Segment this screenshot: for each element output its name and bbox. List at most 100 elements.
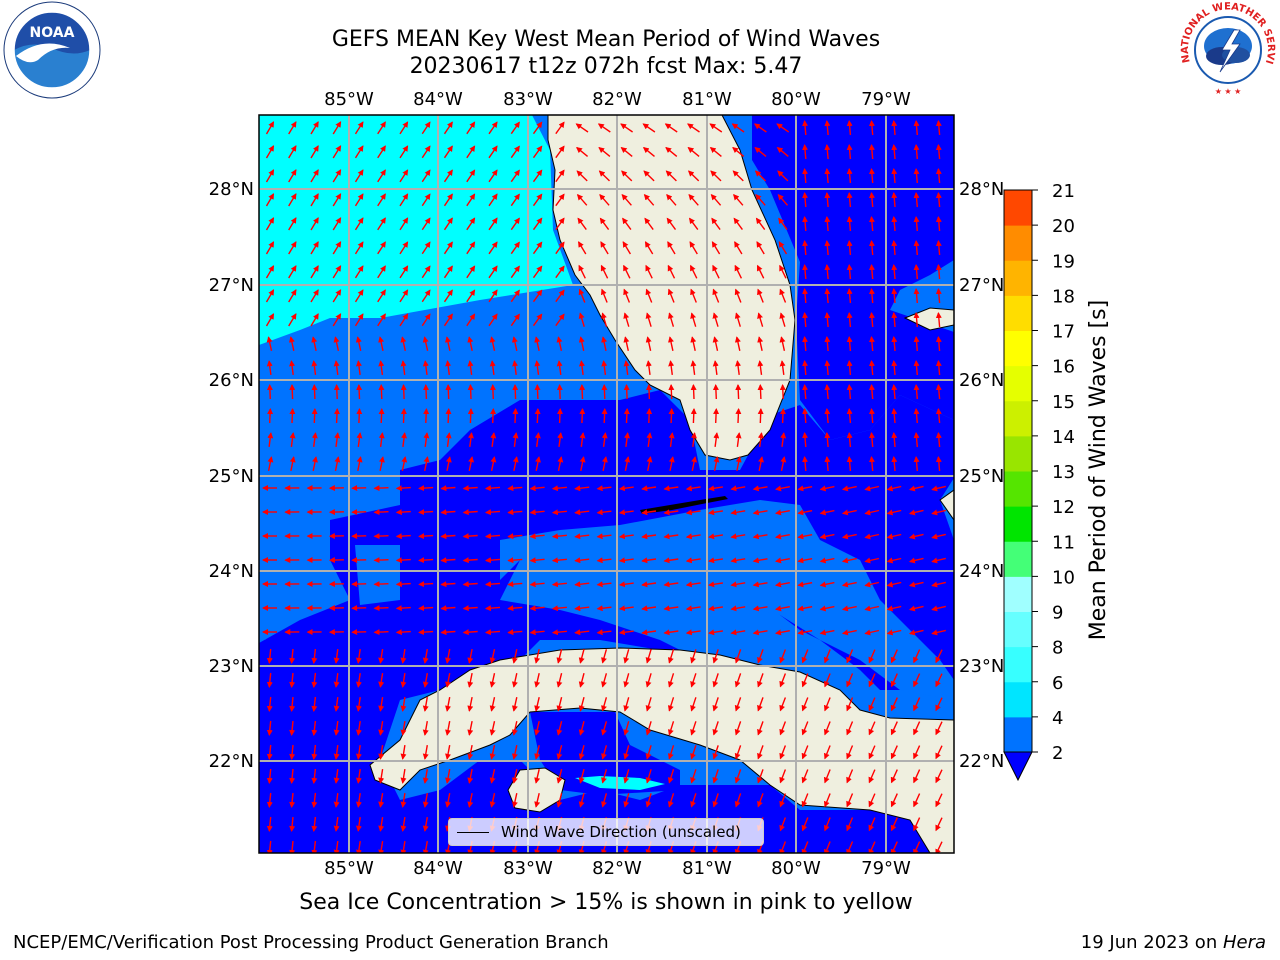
wind-wave-arrow bbox=[935, 841, 943, 853]
graticule bbox=[259, 115, 954, 853]
wind-wave-arrow bbox=[688, 193, 699, 206]
wind-wave-arrow bbox=[864, 581, 880, 588]
wind-wave-arrow bbox=[576, 193, 588, 206]
wind-wave-arrow bbox=[935, 216, 942, 232]
wind-wave-arrow bbox=[623, 769, 630, 784]
wind-wave-arrow bbox=[311, 672, 318, 688]
colorbar-tick-label: 6 bbox=[1052, 673, 1063, 694]
wind-wave-arrow bbox=[801, 817, 809, 832]
wind-wave-arrow bbox=[422, 816, 429, 832]
wind-wave-arrow bbox=[846, 649, 854, 664]
wind-wave-arrow bbox=[733, 193, 744, 206]
wind-wave-arrow bbox=[529, 485, 545, 492]
wind-wave-arrow bbox=[421, 145, 431, 159]
wind-wave-arrow bbox=[532, 289, 543, 303]
wind-wave-arrow bbox=[667, 793, 675, 808]
wind-wave-arrow bbox=[574, 581, 590, 588]
wind-wave-arrow bbox=[754, 170, 767, 182]
wind-wave-arrow bbox=[421, 193, 431, 207]
wind-wave-arrow bbox=[734, 312, 741, 327]
wind-wave-arrow bbox=[266, 696, 273, 712]
wind-wave-arrow bbox=[265, 217, 275, 231]
wind-wave-arrow bbox=[708, 485, 724, 492]
wind-wave-arrow bbox=[488, 193, 498, 207]
wind-wave-arrow bbox=[578, 288, 586, 303]
wind-wave-arrow bbox=[485, 533, 501, 540]
wind-wave-arrow bbox=[779, 697, 787, 712]
wind-wave-arrow bbox=[400, 384, 407, 400]
wind-wave-arrow bbox=[418, 485, 434, 492]
wind-wave-arrow bbox=[913, 360, 920, 376]
wind-wave-arrow bbox=[775, 581, 790, 588]
wind-wave-arrow bbox=[599, 193, 610, 206]
wind-wave-arrow bbox=[466, 217, 476, 231]
wind-wave-arrow bbox=[891, 216, 898, 232]
wind-wave-arrow bbox=[752, 581, 768, 588]
wind-wave-arrow bbox=[667, 769, 675, 784]
wind-wave-arrow bbox=[712, 721, 719, 736]
wind-wave-arrow bbox=[400, 648, 407, 664]
wind-wave-arrow bbox=[377, 193, 386, 207]
wind-wave-arrow bbox=[935, 432, 942, 448]
wind-wave-arrow bbox=[846, 456, 853, 472]
wind-wave-arrow bbox=[868, 673, 876, 688]
wind-wave-arrow bbox=[712, 793, 719, 808]
wind-wave-arrow bbox=[489, 793, 496, 808]
wind-wave-arrow bbox=[507, 605, 523, 612]
wind-wave-arrow bbox=[757, 769, 764, 784]
wind-wave-arrow bbox=[891, 288, 898, 304]
wind-wave-arrow bbox=[422, 336, 429, 351]
wind-wave-arrow bbox=[422, 792, 429, 808]
colorbar-segment bbox=[1004, 471, 1032, 507]
wind-wave-arrow bbox=[685, 629, 701, 636]
wind-wave-arrow bbox=[690, 432, 697, 447]
wind-wave-arrow bbox=[601, 721, 608, 736]
colorbar-tick-label: 17 bbox=[1052, 322, 1075, 343]
wind-wave-arrow bbox=[886, 581, 902, 588]
wind-wave-arrow bbox=[399, 169, 409, 183]
wind-wave-arrow bbox=[601, 432, 608, 447]
wind-wave-arrow bbox=[378, 456, 385, 472]
wind-wave-arrow bbox=[467, 384, 474, 400]
wind-wave-arrow bbox=[395, 485, 411, 492]
wind-wave-arrow bbox=[490, 408, 497, 424]
wind-wave-arrow bbox=[663, 605, 679, 612]
wind-wave-arrow bbox=[601, 673, 608, 688]
wind-wave-arrow bbox=[935, 288, 942, 304]
wind-wave-arrow bbox=[841, 557, 857, 564]
wind-wave-arrow bbox=[819, 581, 835, 588]
wind-wave-arrow bbox=[510, 265, 520, 279]
wind-wave-arrow bbox=[556, 793, 563, 808]
wind-wave-arrow bbox=[485, 485, 501, 492]
colorbar-tick-label: 9 bbox=[1052, 603, 1063, 624]
wind-wave-arrow bbox=[378, 360, 385, 375]
wind-wave-arrow bbox=[467, 408, 474, 424]
wind-wave-arrow bbox=[868, 168, 875, 184]
wind-wave-arrow bbox=[846, 432, 853, 448]
wind-wave-arrow bbox=[755, 217, 766, 231]
wind-wave-arrow bbox=[418, 533, 434, 540]
wind-wave-arrow bbox=[758, 456, 764, 472]
wind-wave-arrow bbox=[512, 384, 519, 400]
wind-wave-arrow bbox=[445, 768, 451, 784]
wind-wave-arrow bbox=[891, 264, 898, 280]
wind-wave-arrow bbox=[534, 673, 541, 688]
legend-label: Wind Wave Direction (unscaled) bbox=[501, 823, 741, 841]
wind-wave-arrow bbox=[712, 360, 719, 375]
colorbar-tick-label: 20 bbox=[1052, 216, 1075, 237]
wind-wave-arrow bbox=[400, 720, 407, 736]
wind-wave-arrow bbox=[511, 721, 518, 736]
wind-wave-arrow bbox=[440, 629, 456, 636]
lon-label-top: 84°W bbox=[413, 89, 463, 110]
wind-wave-arrow bbox=[529, 629, 545, 636]
wind-wave-arrow bbox=[422, 360, 429, 375]
wind-wave-arrow bbox=[332, 241, 342, 255]
wind-wave-arrow bbox=[400, 336, 407, 351]
wind-wave-arrow bbox=[663, 581, 679, 588]
wind-wave-arrow bbox=[913, 793, 921, 808]
colorbar-tick-label: 11 bbox=[1052, 532, 1075, 553]
wind-wave-arrow bbox=[868, 817, 876, 832]
wind-wave-arrow bbox=[667, 673, 675, 688]
wind-wave-arrow bbox=[311, 744, 318, 760]
